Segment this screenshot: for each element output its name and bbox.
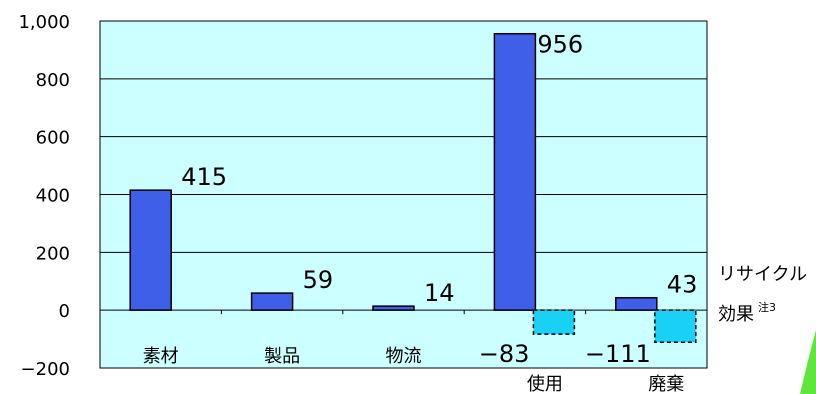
legend-label-superscript: 注3 [758, 300, 776, 314]
category-label: 物流 [386, 346, 422, 367]
category-label: 素材 [143, 346, 179, 367]
decorative-green-shape [800, 330, 816, 394]
legend: リサイクル 効果 注3 [718, 264, 807, 325]
y-tick-label: 600 [36, 128, 70, 149]
y-tick-label: 200 [36, 243, 70, 264]
recycle-data-label: −111 [585, 340, 651, 368]
bar-素材 [129, 189, 172, 311]
legend-label-line1: リサイクル [718, 264, 807, 285]
data-label: 43 [667, 271, 698, 299]
data-label: 59 [303, 266, 334, 294]
recycle-bar-使用 [532, 309, 576, 335]
y-tick-label: 400 [36, 186, 70, 207]
data-label: 415 [181, 163, 227, 191]
y-tick-label: 800 [36, 70, 70, 91]
y-tick-label: −200 [21, 359, 70, 380]
y-axis-ticks: 1,000 800 600 400 200 0 −200 [18, 12, 70, 380]
category-label: 廃棄 [648, 374, 684, 394]
y-tick-label: 1,000 [18, 12, 70, 33]
bar-物流 [372, 305, 415, 311]
y-tick-label: 0 [59, 301, 70, 322]
data-label: 14 [424, 279, 455, 307]
legend-label-line2: 効果 [718, 304, 754, 325]
category-label: 製品 [264, 346, 300, 367]
data-label: 956 [537, 31, 583, 59]
recycle-bar-廃棄 [654, 309, 697, 344]
bar-廃棄 [615, 296, 658, 311]
recycle-data-label: −83 [479, 340, 530, 368]
data-labels: 415 59 14 956 43 −83 −111 [181, 31, 697, 368]
bars [129, 32, 697, 344]
category-label: 使用 [527, 374, 563, 394]
bar-使用 [493, 32, 537, 311]
bar-製品 [250, 292, 294, 311]
